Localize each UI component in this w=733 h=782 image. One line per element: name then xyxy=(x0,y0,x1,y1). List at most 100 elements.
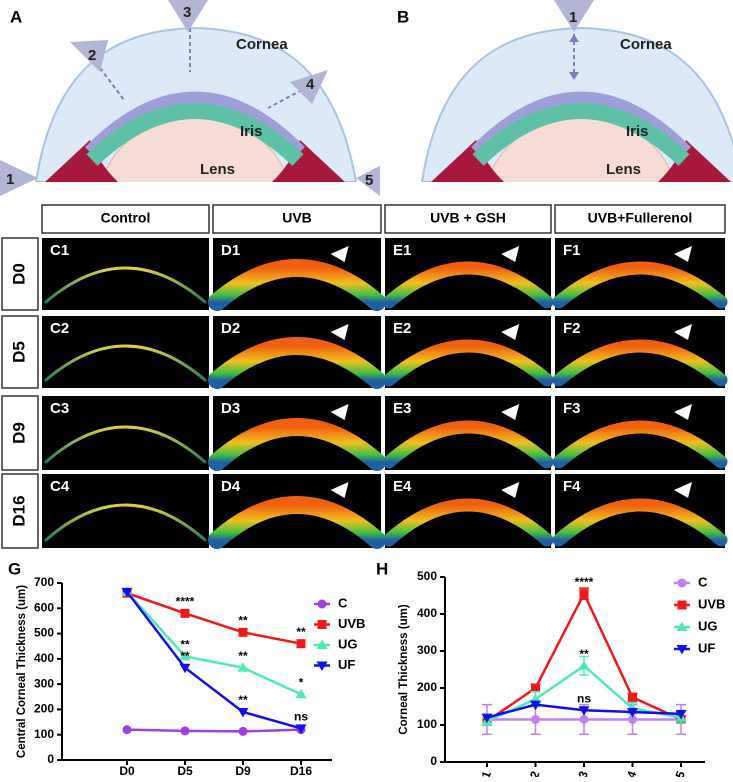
y-tick-label: 200 xyxy=(417,680,437,694)
iris-label: Iris xyxy=(240,123,263,140)
significance-label: * xyxy=(299,675,304,689)
panel-label: F4 xyxy=(563,478,581,495)
x-tick-label: D9 xyxy=(235,764,251,777)
data-point xyxy=(531,683,540,693)
lens-label: Lens xyxy=(200,161,235,178)
arrowhead xyxy=(674,324,692,340)
y-tick-label: 0 xyxy=(47,752,54,766)
data-point xyxy=(530,700,541,711)
data-point xyxy=(579,714,589,724)
position-label: 4 xyxy=(306,76,315,93)
position-marker xyxy=(0,160,38,196)
y-tick-label: 300 xyxy=(34,676,54,690)
position-label: 1 xyxy=(569,9,577,26)
significance-label: ns xyxy=(577,691,591,705)
eye-diagram-a xyxy=(34,26,358,182)
y-tick-label: 600 xyxy=(34,600,54,614)
significance-label: **** xyxy=(176,595,195,609)
data-point xyxy=(627,708,638,718)
oct-cornea-scan xyxy=(382,261,554,309)
data-point xyxy=(295,724,307,734)
position-label: 5 xyxy=(365,172,373,189)
legend-marker xyxy=(317,599,327,609)
position-marker xyxy=(70,40,108,72)
legend-label: C xyxy=(338,595,348,610)
y-axis-title: Corneal Thickness (um) xyxy=(398,604,410,735)
eye-diagram-b xyxy=(420,26,733,182)
oct-cornea-scan xyxy=(208,337,386,389)
row-header-box xyxy=(1,473,39,549)
legend-marker xyxy=(676,621,688,631)
column-header: UVB+Fullerenol xyxy=(588,210,693,226)
arrowhead xyxy=(330,404,349,420)
significance-label: ** xyxy=(238,613,248,627)
oct-cornea-scan xyxy=(552,498,728,547)
legend-marker xyxy=(317,620,327,629)
row-header-box xyxy=(1,315,39,389)
oct-cornea-scan xyxy=(552,339,728,387)
x-tick-label: 3 xyxy=(576,769,592,777)
legend-marker xyxy=(677,578,687,588)
oct-cornea-scan xyxy=(44,425,207,464)
data-point xyxy=(295,688,307,699)
significance-label: ** xyxy=(180,638,190,652)
row-header-box xyxy=(1,237,39,311)
column-header-box xyxy=(554,204,726,234)
data-point xyxy=(121,587,133,598)
data-point xyxy=(179,650,191,661)
oct-cornea-scan xyxy=(44,344,207,382)
panel-label: F2 xyxy=(563,320,581,337)
x-tick-label: D16 xyxy=(290,764,312,777)
x-tick-label: D0 xyxy=(119,764,135,777)
panel-label: D1 xyxy=(221,242,240,259)
arrowhead xyxy=(330,482,349,498)
series-line xyxy=(126,591,302,696)
y-tick-label: 400 xyxy=(34,651,54,665)
panel-label: C1 xyxy=(50,242,69,259)
data-point xyxy=(238,726,248,736)
oct-image xyxy=(42,316,209,388)
y-tick-label: 0 xyxy=(430,754,437,768)
y-tick-label: 500 xyxy=(34,626,54,640)
data-point xyxy=(122,725,132,735)
oct-cornea-scan xyxy=(208,418,386,471)
panel-label: D3 xyxy=(221,400,240,417)
oct-cornea-scan xyxy=(382,420,554,469)
arrowhead xyxy=(330,324,349,340)
x-tick-label: 4 xyxy=(624,769,640,777)
oct-image xyxy=(42,238,209,310)
data-point xyxy=(531,714,540,724)
panel-label: F3 xyxy=(563,400,581,417)
row-header: D5 xyxy=(9,341,28,363)
x-tick-label: 1 xyxy=(479,769,495,777)
significance-label: ns xyxy=(294,710,308,724)
data-point xyxy=(179,663,191,674)
row-header: D16 xyxy=(9,495,28,526)
column-header-box xyxy=(384,204,552,234)
panel-label: C3 xyxy=(50,400,69,417)
y-axis-title: Central Corneal Thickness (um) xyxy=(16,585,28,758)
position-label: 2 xyxy=(88,47,96,64)
arrowhead xyxy=(501,482,520,498)
legend-marker xyxy=(676,645,688,655)
oct-image xyxy=(42,474,209,548)
column-header: UVB + GSH xyxy=(430,210,506,226)
legend-label: UG xyxy=(338,636,358,651)
panel-label: A xyxy=(10,7,22,26)
oct-cornea-scan xyxy=(552,420,728,469)
oct-cornea-scan xyxy=(44,266,207,304)
row-header: D9 xyxy=(9,422,28,444)
iris-label: Iris xyxy=(626,123,649,140)
series-line xyxy=(126,591,302,645)
oct-image xyxy=(42,396,209,470)
significance-label: ** xyxy=(238,693,248,707)
significance-label: **** xyxy=(575,575,594,589)
panel-label: E3 xyxy=(393,400,411,417)
column-header-box xyxy=(41,204,210,234)
panel-label: C4 xyxy=(50,478,70,495)
series-line xyxy=(126,591,302,730)
data-point xyxy=(579,589,589,599)
data-point xyxy=(296,639,306,649)
significance-label: ** xyxy=(579,647,589,661)
